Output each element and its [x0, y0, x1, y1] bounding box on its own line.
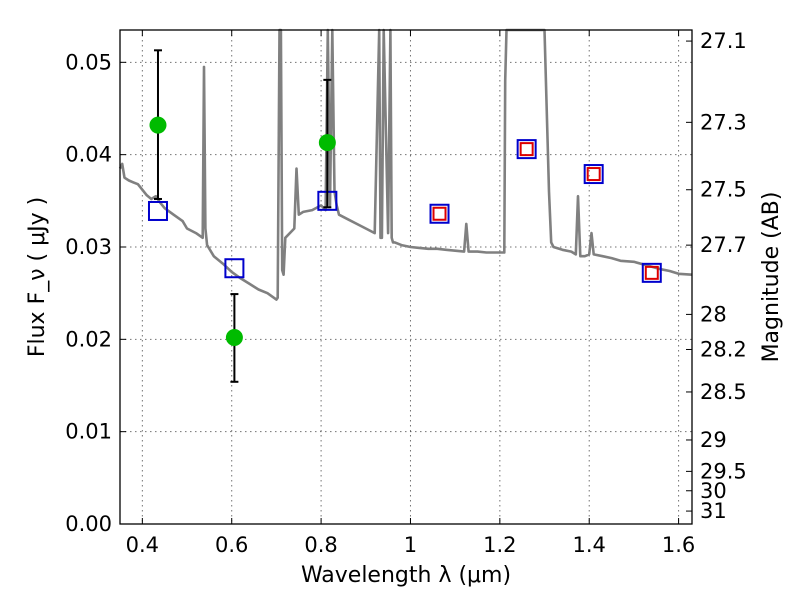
x-tick-label: 1.4 [573, 533, 606, 557]
right-tick-label: 27.7 [700, 233, 747, 257]
x-axis-label: Wavelength λ (μm) [301, 563, 511, 588]
model-band-square [224, 258, 245, 279]
right-tick-label: 28.5 [700, 380, 747, 404]
x-tick-label: 1.6 [662, 533, 695, 557]
right-tick-label: 29.5 [700, 459, 747, 483]
y-tick-label: 0.04 [65, 143, 112, 167]
x-tick-label: 1 [404, 533, 417, 557]
model-band-square [516, 139, 537, 160]
y-axis-label-left: Flux F_ν ( μJy ) [25, 197, 50, 357]
model-band-square-inner [644, 265, 659, 280]
model-band-square [583, 164, 604, 185]
y-tick-label: 0.01 [65, 420, 112, 444]
y-tick-label: 0.03 [65, 235, 112, 259]
x-tick-label: 0.4 [126, 533, 159, 557]
data-markers [147, 49, 662, 383]
observed-flux-point [149, 116, 167, 134]
model-spectrum-layer [118, 28, 693, 301]
model-band-square [147, 200, 168, 221]
right-tick-label: 29 [700, 428, 727, 452]
y-tick-label: 0.00 [65, 512, 112, 536]
model-band-square [641, 262, 662, 283]
y-tick-label: 0.02 [65, 327, 112, 351]
right-tick-label: 31 [700, 499, 727, 523]
axis-ticks: 0.4 0.6 0.8 1 1.2 1.4 1.6 0.00 0.01 0.02 0.03 0.04 0… [65, 29, 747, 557]
observed-flux-point [225, 328, 243, 346]
right-tick-label: 27.5 [700, 178, 747, 202]
right-tick-label: 27.1 [700, 29, 747, 53]
model-band-square-inner [586, 167, 601, 182]
model-spectrum-line [118, 28, 693, 301]
observed-flux-point [318, 134, 336, 152]
right-tick-label: 28 [700, 302, 727, 326]
x-tick-label: 1.2 [483, 533, 516, 557]
grid-lines [120, 30, 692, 525]
right-tick-label: 30 [700, 479, 727, 503]
model-band-square [429, 203, 450, 224]
model-band-square-inner [432, 206, 447, 221]
model-band-square-inner [519, 142, 534, 157]
x-tick-label: 0.6 [215, 533, 248, 557]
plot-frame [119, 29, 693, 525]
x-tick-label: 0.8 [304, 533, 337, 557]
y-tick-label: 0.05 [65, 50, 112, 74]
right-tick-label: 27.3 [700, 110, 747, 134]
right-tick-label: 28.2 [700, 337, 747, 361]
y-axis-label-right: Magnitude (AB) [759, 192, 784, 363]
